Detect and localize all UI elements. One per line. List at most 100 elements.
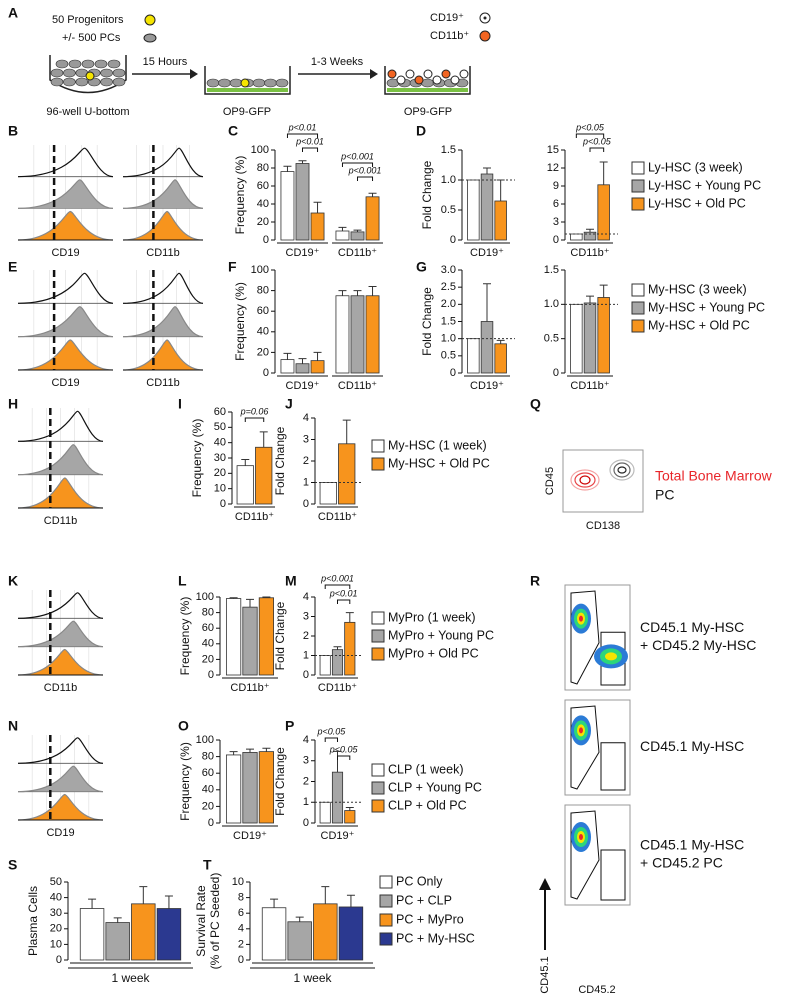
y-tick-label: 3 (553, 216, 559, 228)
y-tick-label: 2 (303, 455, 309, 467)
bar (319, 655, 331, 676)
y-tick-label: 0.5 (441, 204, 456, 216)
hist-xlabel: CD19 (51, 247, 79, 259)
sig-label: p<0.001 (348, 165, 382, 175)
x-tick-label: CD19⁺ (286, 380, 320, 392)
flow-ylabel: CD45.1 (539, 956, 551, 993)
error-bar (586, 228, 594, 233)
flow-label: CD45.1 My-HSC (640, 837, 744, 853)
y-tick-label: 0.5 (544, 333, 559, 345)
y-axis-label: Fold Change (273, 747, 287, 816)
sig-bracket (341, 162, 374, 167)
x-tick-label: CD11b⁺ (338, 380, 377, 392)
cell (229, 78, 243, 88)
flow-gate (600, 849, 626, 901)
flow-frame (564, 699, 631, 796)
y-tick-label: 12 (547, 162, 559, 174)
cell (94, 59, 108, 69)
y-tick-label: 20 (202, 653, 214, 665)
cell (405, 69, 415, 79)
error-bar (283, 165, 292, 172)
cell (206, 78, 220, 88)
bar (287, 921, 312, 961)
hist-trace (17, 737, 104, 764)
legend-label: MyPro (1 week) (388, 610, 476, 624)
schematic-text: OP9-GFP (404, 106, 452, 118)
bar (480, 321, 494, 374)
bar (295, 163, 310, 241)
y-axis-label: Fold Change (420, 287, 434, 356)
error-bar (353, 229, 362, 232)
legend-swatch (371, 611, 385, 625)
flow-frame (564, 584, 631, 691)
sig-bracket (357, 176, 374, 181)
hist-trace (17, 477, 104, 509)
error-bar (241, 459, 250, 466)
sig-label: p<0.05 (316, 726, 346, 736)
hist-trace (17, 648, 104, 676)
y-tick-label: 2 (238, 938, 244, 950)
error-bar (283, 352, 292, 360)
y-tick-label: 30 (214, 452, 226, 464)
y-tick-label: 2 (303, 775, 309, 787)
y-tick-label: 15 (547, 144, 559, 156)
legend-swatch (379, 875, 393, 889)
cell (55, 59, 69, 69)
y-tick-label: 20 (214, 467, 226, 479)
flow-ylabel: CD45 (544, 467, 556, 495)
sig-bracket (589, 147, 605, 152)
legend-swatch (371, 647, 385, 661)
panel-label: S (8, 857, 17, 873)
flow-gate (570, 810, 600, 900)
y-tick-label: 1 (303, 796, 309, 808)
error-bar (295, 916, 304, 922)
hist-trace (17, 444, 104, 476)
y-tick-label: 0 (263, 234, 269, 246)
y-axis-label: Plasma Cells (26, 886, 40, 956)
y-axis-label: Frequency (%) (233, 282, 247, 361)
y-tick-label: 40 (202, 784, 214, 796)
error-bar (483, 283, 491, 322)
panel-label: K (8, 573, 18, 589)
sig-bracket (324, 584, 351, 589)
schematic-text: 1-3 Weeks (311, 56, 364, 68)
cell (68, 59, 82, 69)
hist-trace (17, 179, 114, 209)
error-bar (262, 596, 271, 598)
x-tick-label: CD19⁺ (233, 830, 267, 842)
error-bar (246, 748, 254, 753)
legend-swatch (371, 439, 385, 453)
bar (570, 233, 583, 241)
sig-label: p<0.001 (340, 151, 374, 161)
y-tick-label: 40 (257, 326, 269, 338)
x-tick-label: CD11b⁺ (338, 247, 377, 259)
error-bar (88, 898, 97, 909)
sig-label: p<0.001 (320, 573, 354, 583)
y-tick-label: 80 (202, 607, 214, 619)
cell (218, 78, 231, 88)
hist-xlabel: CD19 (46, 827, 74, 839)
y-tick-label: 20 (257, 346, 269, 358)
bar (79, 908, 105, 961)
panel-label: C (228, 123, 238, 139)
sig-label: p<0.01 (329, 588, 358, 598)
bar (494, 200, 507, 241)
y-tick-label: 0 (56, 954, 62, 966)
sig-label: p=0.06 (240, 406, 269, 416)
hist-trace (17, 339, 114, 371)
y-tick-label: 60 (202, 767, 214, 779)
error-bar (345, 612, 354, 623)
dish (384, 66, 471, 95)
y-tick-label: 1.0 (544, 298, 559, 310)
legend-swatch (631, 179, 645, 193)
error-bar (338, 290, 347, 296)
error-bar (262, 747, 271, 752)
bar (597, 184, 610, 241)
y-tick-label: 40 (202, 638, 214, 650)
error-bar (368, 285, 377, 296)
bar (105, 922, 130, 961)
y-tick-label: 0 (208, 669, 214, 681)
x-tick-label: CD19⁺ (286, 247, 320, 259)
y-tick-label: 10 (214, 483, 226, 495)
